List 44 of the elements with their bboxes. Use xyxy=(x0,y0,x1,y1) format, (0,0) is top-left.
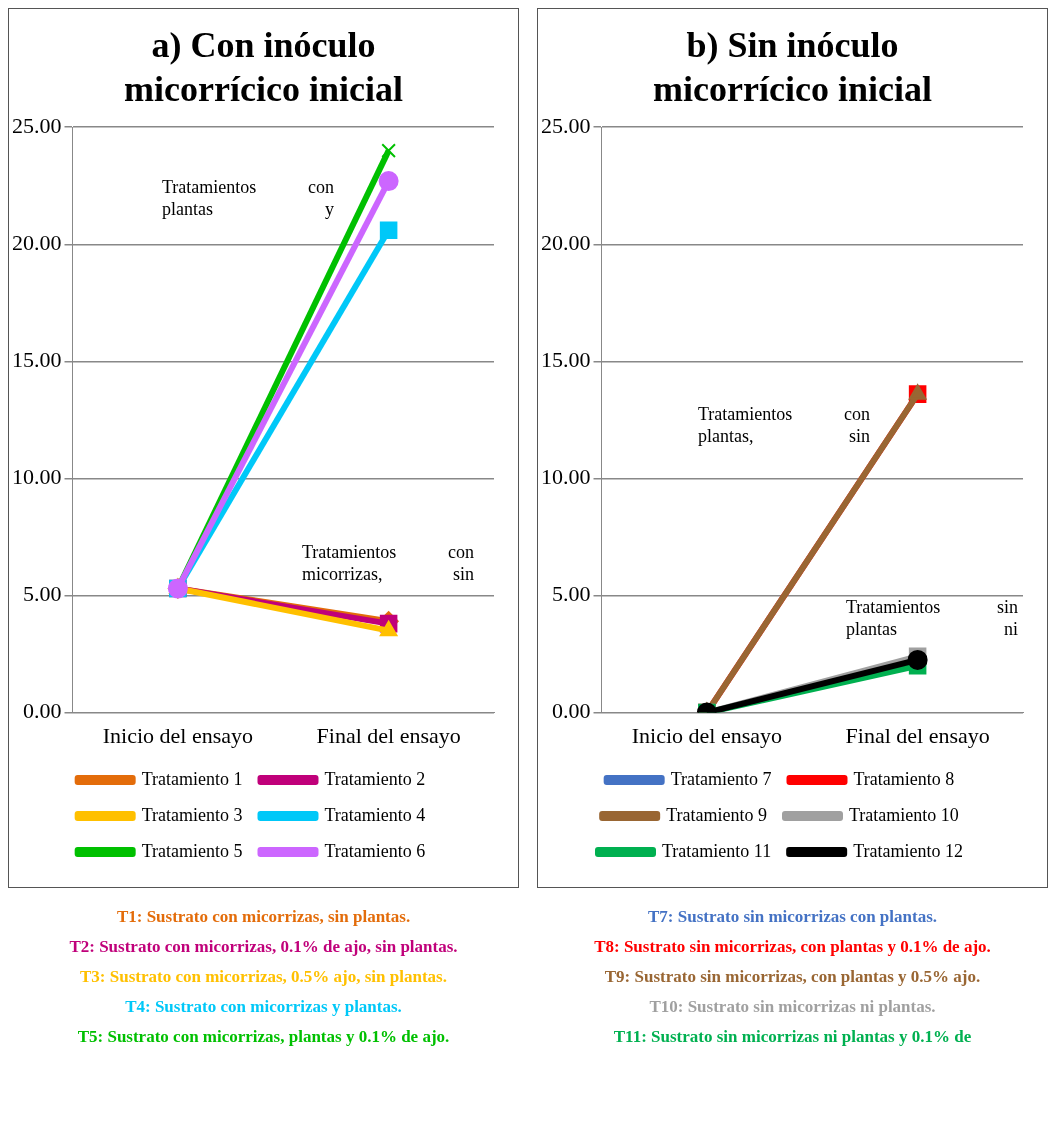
y-tick-label: 0.00 xyxy=(23,698,62,724)
text: T11: Sustrato sin micorrizas ni plantas y 0.1% de xyxy=(612,1026,973,1048)
text: T3: Sustrato con micorrizas, 0.5% ajo, sin plantas. xyxy=(79,966,448,988)
y-tick-label: 15.00 xyxy=(12,347,62,373)
y-tick-label: 10.00 xyxy=(541,464,591,490)
legend-label: Tratamiento 5 xyxy=(141,840,243,861)
legend-label: Tratamiento 9 xyxy=(666,804,767,825)
legend-label: Tratamiento 7 xyxy=(670,768,772,789)
x-tick-label: Inicio del ensayo xyxy=(631,722,783,748)
text: T10: Sustrato sin micorrizas ni plantas. xyxy=(648,996,937,1018)
y-tick-label: 25.00 xyxy=(12,112,62,138)
y-tick-label: 25.00 xyxy=(541,112,591,138)
annotation: Tratamientos con plantas, sin xyxy=(695,401,873,449)
chart-title: a) Con inóculo micorrícico inicial xyxy=(123,24,404,111)
annotation: Tratamientos con micorrizas, sin xyxy=(299,539,477,587)
text: T7: Sustrato sin micorrizas con plantas. xyxy=(647,906,938,928)
text: T1: Sustrato con micorrizas, sin plantas. xyxy=(115,906,412,928)
chart-title: b) Sin inóculo micorrícico inicial xyxy=(652,24,933,111)
annotation: Tratamientos sin plantas ni xyxy=(843,594,1021,642)
legend-label: Tratamiento 4 xyxy=(324,804,426,825)
text: T8: Sustrato sin micorrizas, con plantas y 0.1% de ajo. xyxy=(593,936,992,958)
y-tick-label: 20.00 xyxy=(12,230,62,256)
legend-label: Tratamiento 12 xyxy=(853,840,963,861)
y-tick-label: 15.00 xyxy=(541,347,591,373)
legend-label: Tratamiento 6 xyxy=(324,840,426,861)
text: T9: Sustrato sin micorrizas, con plantas y 0.5% ajo. xyxy=(603,966,982,988)
y-tick-label: 5.00 xyxy=(552,581,591,607)
x-tick-label: Inicio del ensayo xyxy=(102,722,254,748)
y-tick-label: 0.00 xyxy=(552,698,591,724)
y-tick-label: 5.00 xyxy=(23,581,62,607)
legend-label: Tratamiento 1 xyxy=(141,768,243,789)
annotation: Tratamientos con plantas y xyxy=(159,174,337,222)
text: T2: Sustrato con micorrizas, 0.1% de ajo, sin plantas. xyxy=(68,936,459,958)
y-tick-label: 10.00 xyxy=(12,464,62,490)
text: T5: Sustrato con micorrizas, plantas y 0.1% de ajo. xyxy=(76,1026,451,1048)
legend-label: Tratamiento 10 xyxy=(849,804,959,825)
x-tick-label: Final del ensayo xyxy=(845,722,990,748)
legend-label: Tratamiento 2 xyxy=(324,768,426,789)
legend-label: Tratamiento 11 xyxy=(662,840,772,861)
y-tick-label: 20.00 xyxy=(541,230,591,256)
x-tick-label: Final del ensayo xyxy=(316,722,461,748)
text: T4: Sustrato con micorrizas y plantas. xyxy=(124,996,403,1018)
legend-label: Tratamiento 8 xyxy=(853,768,955,789)
legend-label: Tratamiento 3 xyxy=(141,804,243,825)
